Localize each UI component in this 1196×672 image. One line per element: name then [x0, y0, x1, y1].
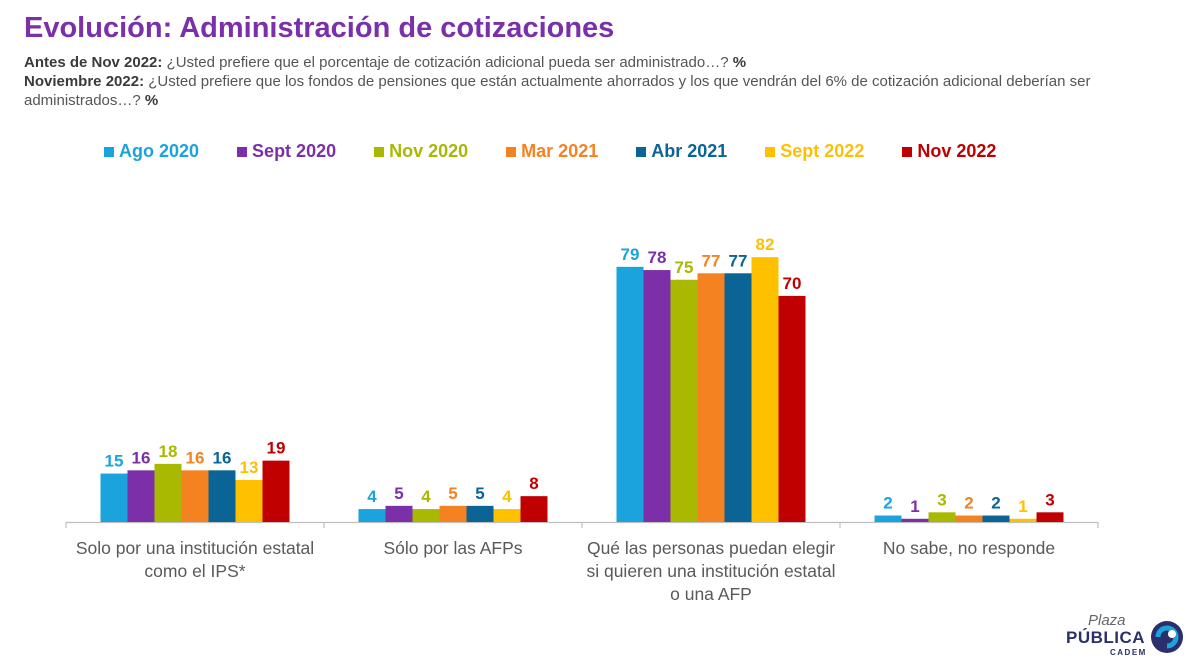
legend-item: Sept 2022 — [765, 141, 864, 162]
data-label: 19 — [267, 439, 286, 458]
data-label: 13 — [240, 458, 259, 477]
bar — [982, 515, 1010, 522]
bar — [778, 295, 806, 522]
bar — [385, 505, 413, 522]
bar — [154, 463, 182, 522]
question-label: Noviembre 2022: — [24, 73, 145, 90]
bar — [643, 270, 671, 522]
legend-label: Ago 2020 — [119, 141, 200, 161]
category-label: Solo por una institución estatal como el… — [75, 538, 315, 581]
bar — [928, 512, 956, 522]
data-label: 2 — [991, 494, 1000, 513]
bar — [181, 470, 209, 522]
bar — [1036, 512, 1064, 522]
data-label: 1 — [910, 497, 919, 516]
legend-swatch — [237, 146, 248, 157]
legend-swatch — [506, 146, 517, 157]
page-title: Evolución: Administración de cotizacione… — [24, 12, 615, 44]
legend-label: Sept 2022 — [780, 141, 865, 161]
legend-item: Ago 2020 — [104, 141, 199, 162]
logo-text-cadem: CADEM — [1110, 648, 1147, 657]
data-label: 2 — [964, 494, 973, 513]
data-label: 5 — [394, 484, 403, 503]
data-label: 15 — [105, 452, 124, 471]
bar — [751, 257, 779, 522]
bar — [235, 480, 263, 522]
legend-item: Mar 2021 — [506, 141, 598, 162]
legend-item: Nov 2020 — [374, 141, 468, 162]
bar — [100, 473, 128, 522]
data-label: 3 — [1045, 490, 1054, 509]
bar — [439, 505, 467, 522]
legend-label: Sept 2020 — [252, 141, 337, 161]
legend-label: Nov 2022 — [917, 141, 997, 161]
chart-legend: Ago 2020 Sept 2020 Nov 2020 Mar 2021 Abr 202… — [104, 141, 1034, 162]
legend-item: Nov 2022 — [902, 141, 996, 162]
data-label: 2 — [883, 494, 892, 513]
data-label: 70 — [783, 274, 802, 293]
bar — [670, 279, 698, 522]
question-nov-2022: Noviembre 2022: ¿Usted prefiere que los … — [24, 72, 1134, 110]
question-label: Antes de Nov 2022: — [24, 54, 163, 71]
legend-swatch — [374, 146, 385, 157]
bar — [874, 515, 902, 522]
data-label: 16 — [186, 448, 205, 467]
data-label: 77 — [729, 251, 748, 270]
data-label: 4 — [502, 487, 512, 506]
question-before-nov-2022: Antes de Nov 2022: ¿Usted prefiere que e… — [24, 53, 1164, 72]
data-label: 5 — [448, 484, 457, 503]
bar — [466, 505, 494, 522]
bar — [901, 518, 929, 522]
bar — [358, 509, 386, 522]
data-label: 77 — [702, 251, 721, 270]
data-label: 82 — [756, 235, 775, 254]
bar — [493, 509, 521, 522]
bar — [262, 460, 290, 522]
legend-swatch — [902, 146, 913, 157]
question-unit: % — [732, 54, 747, 71]
bar — [697, 273, 725, 522]
plaza-publica-cadem-logo: Plaza PÚBLICA CADEM — [1066, 612, 1186, 660]
legend-swatch — [765, 146, 776, 157]
data-label: 1 — [1018, 497, 1027, 516]
data-label: 75 — [675, 258, 694, 277]
data-label: 16 — [213, 448, 232, 467]
bar — [412, 509, 440, 522]
legend-label: Abr 2021 — [651, 141, 728, 161]
legend-label: Nov 2020 — [389, 141, 469, 161]
data-label: 5 — [475, 484, 484, 503]
bar — [955, 515, 983, 522]
category-label: No sabe, no responde — [882, 538, 1056, 558]
question-text: ¿Usted prefiere que el porcentaje de cot… — [162, 54, 733, 71]
data-label: 8 — [529, 474, 538, 493]
bar — [127, 470, 155, 522]
question-text: ¿Usted prefiere que los fondos de pensio… — [24, 73, 1091, 109]
legend-swatch — [104, 146, 114, 157]
logo-swirl-icon — [1151, 621, 1183, 653]
legend-item: Sept 2020 — [237, 141, 336, 162]
category-label: Qué las personas puedan elegir si quiere… — [586, 538, 836, 604]
data-label: 3 — [937, 490, 946, 509]
data-label: 78 — [648, 248, 667, 267]
bar — [724, 273, 752, 522]
logo-text-publica: PÚBLICA — [1066, 628, 1146, 647]
bar — [1009, 518, 1037, 522]
bar — [520, 496, 548, 522]
data-label: 16 — [132, 448, 151, 467]
data-label: 4 — [367, 487, 377, 506]
legend-item: Abr 2021 — [636, 141, 727, 162]
data-label: 4 — [421, 487, 431, 506]
bar — [616, 266, 644, 522]
logo-text-plaza: Plaza — [1088, 612, 1126, 629]
category-label: Sólo por las AFPs — [383, 538, 523, 558]
question-unit: % — [144, 92, 159, 109]
data-label: 18 — [159, 442, 178, 461]
bar — [208, 470, 236, 522]
data-label: 79 — [621, 245, 640, 264]
legend-label: Mar 2021 — [521, 141, 599, 161]
legend-swatch — [636, 146, 647, 157]
